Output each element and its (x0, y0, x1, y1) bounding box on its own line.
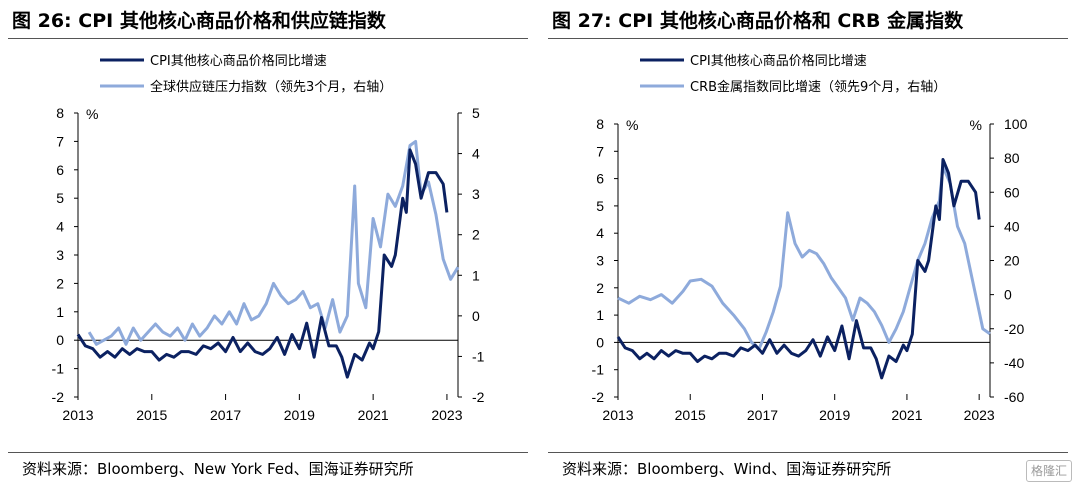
x-tick-label: 2015 (136, 407, 167, 423)
y2-tick-label: 20 (1004, 253, 1020, 269)
y2-tick-label: -2 (472, 389, 485, 405)
y2-tick-label: 40 (1004, 218, 1020, 234)
y2-tick-label: -1 (472, 348, 485, 364)
y-tick-label: -1 (52, 361, 65, 377)
y-tick-label: 8 (56, 105, 64, 121)
x-tick-label: 2019 (819, 407, 850, 423)
series-line-left-axis (616, 158, 981, 380)
title-divider (8, 38, 528, 39)
line-chart-27: 8 7 6 5 4 3 2 1 0 -1 -2 100 80 60 40 20 0 -20 -40 -60% % 2013… (592, 53, 1028, 423)
y2-axis-unit: % (970, 117, 982, 133)
source-divider (8, 452, 528, 453)
x-tick-label: 2013 (602, 407, 633, 423)
y2-tick-label: 0 (1004, 287, 1012, 303)
legend-label: CPI其他核心商品价格同比增速 (150, 53, 327, 69)
chart-title: 图 27: CPI 其他核心商品价格和 CRB 金属指数 (552, 10, 964, 32)
y-tick-label: 3 (56, 247, 64, 263)
chart-title: 图 26: CPI 其他核心商品价格和供应链指数 (12, 10, 386, 32)
watermark-logo: 格隆汇 (1025, 460, 1072, 482)
x-tick-label: 2023 (431, 407, 462, 423)
series-line-right-axis (617, 165, 991, 351)
y-tick-label: 7 (56, 133, 64, 149)
x-tick-label: 2021 (358, 407, 389, 423)
x-tick-label: 2019 (284, 407, 315, 423)
y-tick-label: -2 (52, 389, 65, 405)
y2-tick-label: 60 (1004, 184, 1020, 200)
y-tick-label: 2 (596, 280, 604, 296)
x-tick-label: 2021 (891, 407, 922, 423)
y-tick-label: 0 (56, 332, 64, 348)
series-line-right-axis (87, 139, 460, 346)
y2-tick-label: -40 (1004, 355, 1024, 371)
chart-panel-27: 图 27: CPI 其他核心商品价格和 CRB 金属指数 8 7 6 5 4 3 2 1 0 -1… (540, 0, 1080, 489)
y-tick-label: 6 (56, 162, 64, 178)
source-divider (548, 452, 1068, 453)
y-tick-label: -1 (592, 362, 605, 378)
y-tick-label: 8 (596, 116, 604, 132)
legend-label: CRB金属指数同比增速（领先9个月，右轴） (690, 79, 946, 95)
source-note: 资料来源：Bloomberg、New York Fed、国海证券研究所 (22, 460, 414, 478)
y2-tick-label: 2 (472, 227, 480, 243)
x-tick-label: 2013 (62, 407, 93, 423)
y2-tick-label: 4 (472, 146, 480, 162)
title-divider (548, 38, 1068, 39)
x-tick-label: 2017 (747, 407, 778, 423)
y-tick-label: 1 (56, 304, 64, 320)
y-tick-label: 5 (56, 190, 64, 206)
y-tick-label: 1 (596, 307, 604, 323)
y2-tick-label: 1 (472, 267, 480, 283)
y-axis-unit: % (86, 106, 98, 122)
x-tick-label: 2015 (675, 407, 706, 423)
x-tick-label: 2023 (964, 407, 995, 423)
y2-tick-label: 5 (472, 105, 480, 121)
line-chart-26: 8 7 6 5 4 3 2 1 0 -1 -2 5 4 3 2 1 0 -1 -2% 2013 2015 2017 2019… (52, 53, 485, 423)
y2-tick-label: 0 (472, 308, 480, 324)
y2-tick-label: 3 (472, 186, 480, 202)
y-tick-label: 0 (596, 334, 604, 350)
series-line-left-axis (76, 148, 449, 379)
x-tick-label: 2017 (210, 407, 241, 423)
y-tick-label: 3 (596, 253, 604, 269)
y-tick-label: 4 (56, 219, 64, 235)
source-note: 资料来源：Bloomberg、Wind、国海证券研究所 (562, 460, 892, 478)
y-axis-unit: % (626, 117, 638, 133)
y-tick-label: 5 (596, 198, 604, 214)
y-tick-label: 2 (56, 275, 64, 291)
legend-label: 全球供应链压力指数（领先3个月，右轴） (150, 79, 392, 95)
y-tick-label: 7 (596, 143, 604, 159)
y2-tick-label: 100 (1004, 116, 1028, 132)
y-tick-label: 4 (596, 225, 604, 241)
y2-tick-label: 80 (1004, 150, 1020, 166)
legend-label: CPI其他核心商品价格同比增速 (690, 53, 867, 69)
chart-panel-26: 图 26: CPI 其他核心商品价格和供应链指数 8 7 6 5 4 3 2 1 0 -1 -2 5 4… (8, 10, 528, 478)
y-tick-label: 6 (596, 171, 604, 187)
y2-tick-label: -60 (1004, 389, 1024, 405)
y2-tick-label: -20 (1004, 321, 1024, 337)
y-tick-label: -2 (592, 389, 605, 405)
